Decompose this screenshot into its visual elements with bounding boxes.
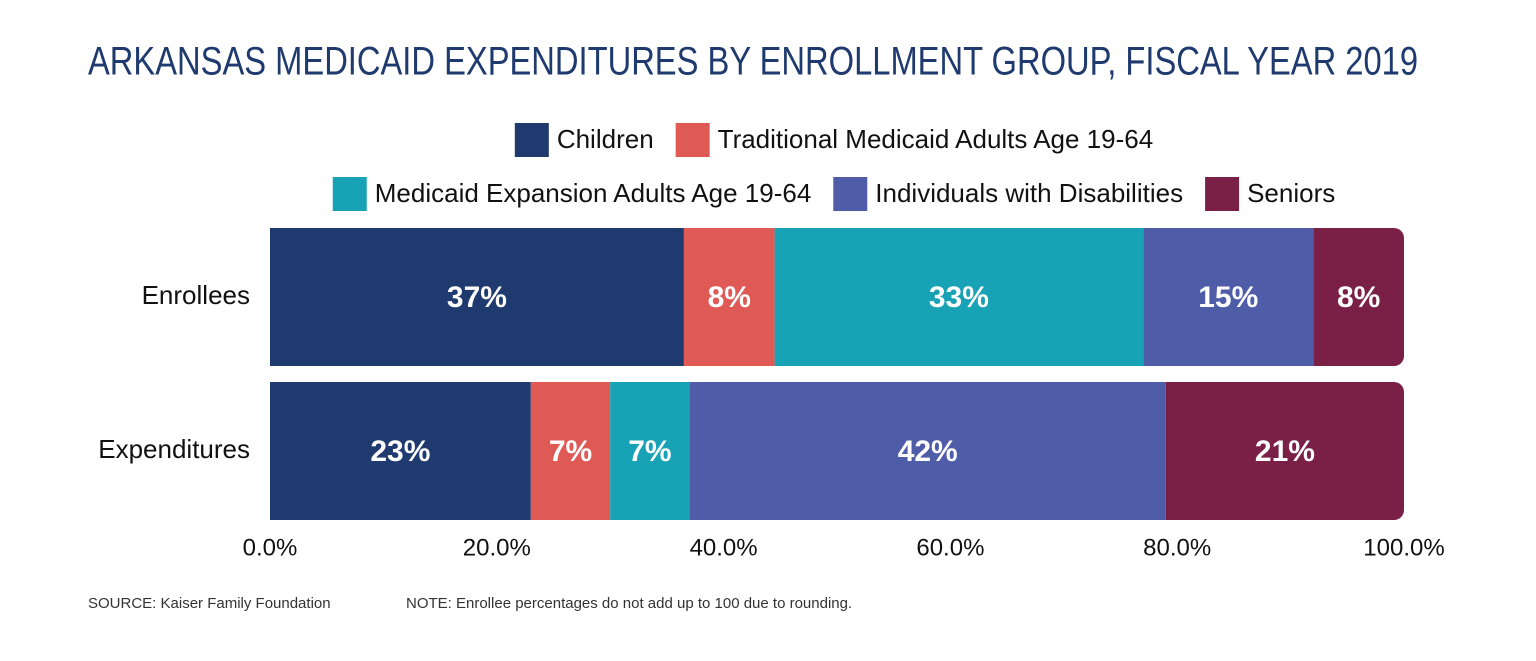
category-label: Enrollees [142, 280, 250, 310]
bar-row [270, 228, 1404, 366]
x-tick-label: 20.0% [463, 534, 531, 561]
legend-swatch [833, 177, 868, 211]
legend-swatch [514, 123, 549, 157]
bar-segment [1313, 228, 1404, 366]
bar-segment [270, 228, 684, 366]
value-label: 7% [628, 435, 671, 468]
value-label: 33% [929, 281, 989, 314]
legend-label: Medicaid Expansion Adults Age 19-64 [375, 178, 812, 208]
value-label: 42% [898, 435, 958, 468]
bar-segment [1165, 382, 1404, 520]
bar-segment [270, 382, 531, 520]
source: SOURCE: Kaiser Family Foundation [88, 595, 331, 612]
bar-row [270, 382, 1404, 520]
value-label: 21% [1255, 435, 1315, 468]
legend-row: Children Traditional Medicaid Adults Age … [514, 123, 1154, 157]
x-tick-label: 60.0% [916, 534, 984, 561]
note: NOTE: Enrollee percentages do not add up… [406, 595, 852, 612]
legend-swatch [1205, 177, 1240, 211]
bar-segment [689, 382, 1166, 520]
legend-row: Medicaid Expansion Adults Age 19-64 Indiv… [332, 177, 1335, 211]
value-label: 8% [708, 281, 751, 314]
category-label: Expenditures [98, 434, 250, 464]
value-label: 23% [370, 435, 430, 468]
legend-swatch [675, 123, 710, 157]
bar-segment [610, 382, 690, 520]
value-label: 15% [1198, 281, 1258, 314]
value-label: 7% [549, 435, 592, 468]
bar-segment [530, 382, 611, 520]
x-tick-label: 0.0% [243, 534, 298, 561]
x-tick-label: 100.0% [1363, 534, 1444, 561]
x-tick-label: 40.0% [690, 534, 758, 561]
chart-title: ARKANSAS MEDICAID EXPENDITURES BY ENROLL… [88, 40, 1418, 84]
bar-segment [1143, 228, 1314, 366]
x-tick-label: 80.0% [1143, 534, 1211, 561]
legend-swatch [332, 177, 367, 211]
bar-segment [774, 228, 1144, 366]
bar-segment [683, 228, 775, 366]
value-label: 37% [447, 281, 507, 314]
value-label: 8% [1337, 281, 1380, 314]
legend-label: Individuals with Disabilities [875, 178, 1183, 208]
legend-label: Children [557, 124, 654, 154]
legend-label: Seniors [1247, 178, 1335, 208]
legend-label: Traditional Medicaid Adults Age 19-64 [718, 124, 1154, 154]
